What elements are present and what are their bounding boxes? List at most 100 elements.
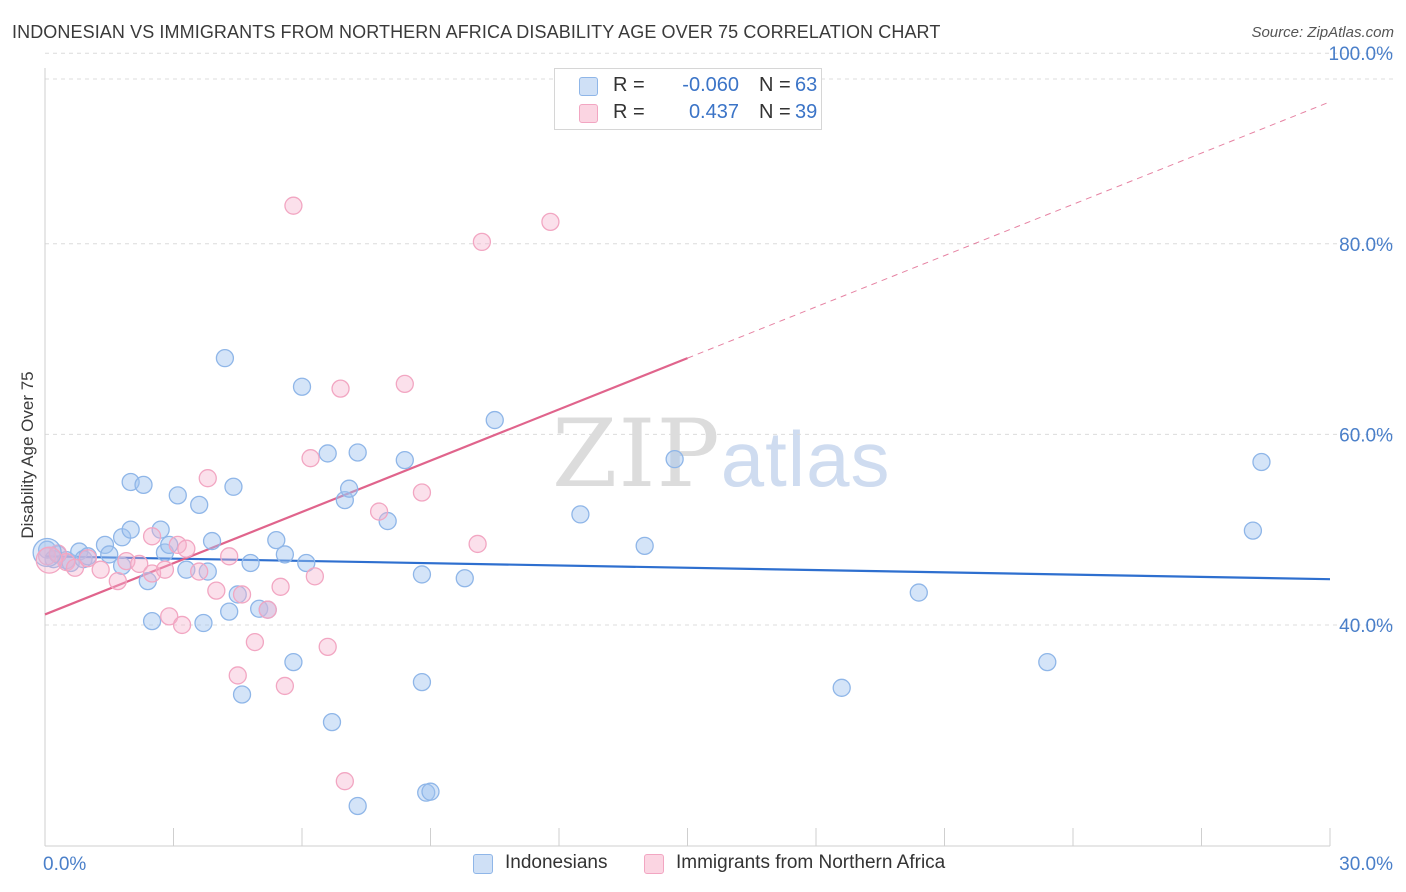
indonesians-point [1243, 521, 1263, 540]
indonesians-point [224, 477, 243, 496]
northern-africa-point [108, 571, 127, 591]
indonesians-point [37, 540, 57, 559]
indonesians-point [412, 565, 432, 584]
indonesians-point [909, 583, 928, 602]
northern-africa-point [160, 607, 179, 626]
watermark-zip: ZIP [552, 400, 721, 509]
northern-africa-point [318, 637, 337, 657]
northern-africa-point [284, 196, 303, 215]
indonesians-point [635, 536, 654, 556]
northern-africa-point [271, 577, 290, 596]
northern-africa-point [541, 212, 560, 232]
indonesians-point [455, 569, 474, 588]
northern-africa-point [155, 560, 175, 579]
northern-africa-trend-line [44, 357, 688, 616]
indonesians-point [284, 652, 303, 672]
r-label: R = [613, 74, 645, 96]
northern-africa-point [275, 676, 295, 696]
northern-africa-swatch [579, 104, 598, 123]
indonesians-point [220, 602, 239, 621]
indonesians-point [1038, 652, 1057, 672]
legend-label-northern-africa: Immigrants from Northern Africa [676, 852, 946, 873]
northern-africa-point [65, 558, 85, 577]
x-tick-label: 0.0% [43, 854, 86, 875]
indonesians-point [335, 490, 354, 510]
x-tick-label: 30.0% [1339, 854, 1393, 875]
y-tick-labels: 40.0% 60.0% 80.0% 100.0% [1329, 44, 1394, 637]
indonesians-point [1252, 452, 1271, 472]
indonesians-point [571, 505, 590, 524]
indonesians-point [215, 348, 235, 368]
correlation-stats-box: R = -0.060 N = 63 R = 0.437 N = 39 [554, 68, 822, 130]
northern-africa-point [472, 232, 492, 252]
northern-africa-point [468, 534, 487, 554]
indonesians-point [339, 479, 359, 498]
indonesians-point [134, 475, 153, 495]
legend-swatch-northern-africa [644, 854, 664, 874]
y-tick-label: 60.0% [1339, 425, 1393, 446]
legend-swatch-indonesians [473, 854, 493, 874]
northern-africa-point [331, 379, 350, 398]
northern-africa-point [305, 567, 325, 586]
northern-africa-point [78, 549, 97, 568]
northern-africa-point [232, 585, 252, 604]
northern-africa-point [190, 562, 209, 581]
indonesians-point [190, 495, 209, 515]
source-label: Source: ZipAtlas.com [1251, 24, 1394, 41]
northern-africa-point [198, 469, 217, 488]
indonesians-point [318, 444, 337, 463]
watermark: ZIPatlas [552, 400, 890, 509]
indonesians-point [348, 796, 367, 816]
indonesians-point [32, 537, 62, 568]
indonesians-point [275, 545, 295, 564]
northern-africa-point [35, 546, 63, 574]
indonesians-point [95, 535, 115, 555]
indonesians-point [665, 449, 684, 469]
northern-africa-trend-extension [687, 101, 1331, 359]
indonesians-point [322, 712, 342, 732]
y-tick-label: 40.0% [1339, 616, 1393, 637]
northern-africa-point [228, 666, 247, 685]
indonesians-point [241, 553, 260, 573]
indonesians-point [267, 530, 286, 550]
northern-africa-point [245, 632, 265, 652]
indonesians-trend-line [44, 555, 1331, 581]
indonesians-point [121, 520, 140, 539]
indonesians-point [412, 672, 432, 692]
n-label: N = [759, 101, 791, 123]
indonesians-point [485, 410, 504, 430]
indonesians-point [832, 678, 851, 697]
y-tick-label: 100.0% [1329, 44, 1394, 65]
northern-africa-point [220, 547, 239, 566]
indonesians-point [348, 443, 367, 462]
n-value-northern-africa: 39 [795, 101, 818, 123]
chart-title: INDONESIAN VS IMMIGRANTS FROM NORTHERN A… [12, 22, 941, 42]
northern-africa-point [207, 581, 226, 600]
indonesians-point [100, 545, 119, 564]
r-value-northern-africa: 0.437 [688, 101, 739, 123]
indonesians-point [202, 531, 222, 551]
northern-africa-point [412, 483, 432, 502]
n-value-indonesians: 63 [795, 74, 818, 96]
trend-lines [44, 101, 1331, 616]
northern-africa-point [91, 560, 110, 579]
northern-africa-point [142, 527, 162, 546]
indonesians-point [142, 611, 162, 631]
indonesians-point [421, 782, 440, 801]
northern-africa-point [335, 772, 354, 791]
indonesians-point [194, 613, 213, 633]
northern-africa-point [172, 615, 192, 635]
indonesians-point [168, 486, 187, 505]
gridlines [45, 52, 1395, 626]
n-label: N = [759, 74, 791, 96]
northern-africa-point [369, 502, 389, 521]
indonesians-point [395, 450, 414, 470]
indonesians-point [228, 585, 247, 604]
data-points [32, 196, 1271, 816]
indonesians-point [297, 553, 316, 573]
y-tick-label: 80.0% [1339, 235, 1393, 256]
indonesians-point [292, 377, 312, 396]
watermark-atlas: atlas [720, 415, 891, 503]
northern-africa-point [177, 539, 196, 558]
